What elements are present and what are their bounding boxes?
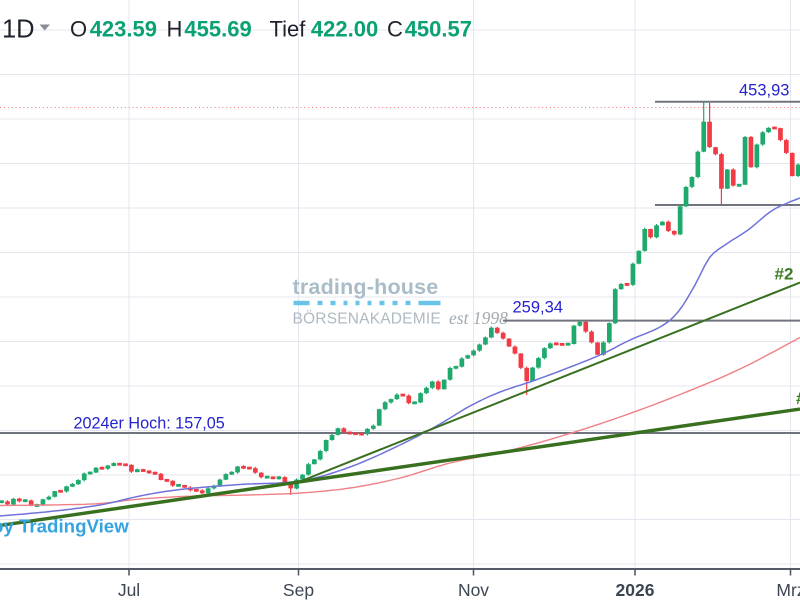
svg-text:423.59: 423.59 (90, 16, 157, 41)
svg-text:C: C (387, 16, 403, 41)
svg-text:2026: 2026 (616, 580, 655, 600)
svg-text:#2: #2 (775, 265, 794, 284)
svg-text:Tief: Tief (270, 16, 307, 41)
svg-text:453,93: 453,93 (739, 82, 789, 100)
svg-text:450.57: 450.57 (405, 16, 472, 41)
svg-text:2024er Hoch: 157,05: 2024er Hoch: 157,05 (74, 415, 225, 433)
svg-text:Nov: Nov (458, 580, 489, 600)
svg-text:Mrz: Mrz (776, 580, 800, 600)
svg-text:1D: 1D (2, 15, 35, 43)
svg-text:est 1998: est 1998 (449, 308, 508, 328)
svg-text:BÖRSENAKADEMIE: BÖRSENAKADEMIE (293, 310, 441, 328)
svg-text:#1: #1 (796, 389, 800, 408)
svg-text:by TradingView: by TradingView (0, 516, 129, 537)
svg-text:422.00: 422.00 (311, 16, 378, 41)
svg-text:Sep: Sep (283, 580, 314, 600)
svg-text:H: H (167, 16, 183, 41)
svg-text:O: O (70, 16, 87, 41)
svg-text:455.69: 455.69 (184, 16, 251, 41)
svg-text:259,34: 259,34 (513, 299, 563, 317)
svg-text:Jul: Jul (118, 580, 140, 600)
svg-text:trading-house: trading-house (293, 275, 439, 299)
